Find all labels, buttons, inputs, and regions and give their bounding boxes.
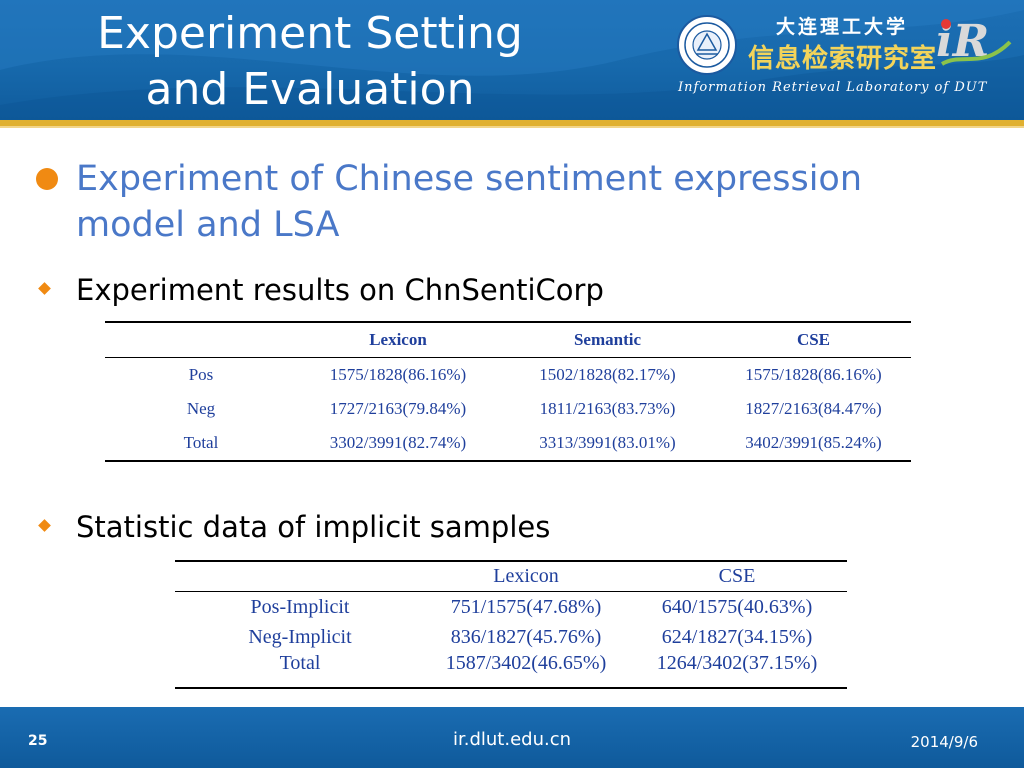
table-header-cell: Lexicon xyxy=(297,321,499,358)
table-cell: 1827/2163(84.47%) xyxy=(745,399,882,418)
header-divider xyxy=(0,120,1024,126)
university-seal-icon xyxy=(677,15,737,75)
table-cell: 1575/1828(86.16%) xyxy=(329,365,467,384)
table-cell: 836/1827(45.76%) xyxy=(450,625,602,648)
table-header-cell: Lexicon xyxy=(425,560,627,592)
table-header-cell: CSE xyxy=(716,321,911,358)
diamond-bullet-icon xyxy=(38,519,51,532)
table-cell: Neg-Implicit xyxy=(248,625,352,648)
table-cell: 1811/2163(83.73%) xyxy=(539,399,676,418)
table-cell: 1264/3402(37.15%) xyxy=(627,652,847,689)
table-cell: 624/1827(34.15%) xyxy=(661,625,813,648)
table-cell: 640/1575(40.63%) xyxy=(661,595,813,618)
slide-header: Experiment Setting and Evaluation 大连理工大学… xyxy=(0,0,1024,120)
table-cell: 3302/3991(82.74%) xyxy=(297,426,499,462)
table-row: Neg 1727/2163(79.84%) 1811/2163(83.73%) … xyxy=(105,392,911,426)
table-cell: 1727/2163(79.84%) xyxy=(329,399,467,418)
table-header-row: Lexicon Semantic CSE xyxy=(105,321,911,358)
sub-bullet-2-text: Statistic data of implicit samples xyxy=(76,510,551,544)
header-divider-light xyxy=(0,126,1024,128)
table-cell: 1502/1828(82.17%) xyxy=(539,365,676,384)
table-cell: 751/1575(47.68%) xyxy=(450,595,602,618)
table-header-cell: Semantic xyxy=(499,321,716,358)
table-cell: Neg xyxy=(186,399,216,418)
table-header-cell xyxy=(105,321,297,358)
orange-dot-bullet-icon xyxy=(36,168,58,190)
implicit-samples-table: Lexicon CSE Pos-Implicit 751/1575(47.68%… xyxy=(175,560,847,689)
table-cell: 3313/3991(83.01%) xyxy=(499,426,716,462)
page-number: 25 xyxy=(28,733,48,749)
slide-footer: 25 ir.dlut.edu.cn 2014/9/6 xyxy=(0,707,1024,768)
diamond-bullet-icon xyxy=(38,282,51,295)
table-cell: Pos-Implicit xyxy=(250,595,350,618)
table-row: Neg-Implicit 836/1827(45.76%) 624/1827(3… xyxy=(175,622,847,652)
chnsenticorp-results-table: Lexicon Semantic CSE Pos 1575/1828(86.16… xyxy=(105,321,911,462)
table-cell: Total xyxy=(105,426,297,462)
slide-date: 2014/9/6 xyxy=(910,733,978,751)
table-row: Pos 1575/1828(86.16%) 1502/1828(82.17%) … xyxy=(105,358,911,393)
table-row: Pos-Implicit 751/1575(47.68%) 640/1575(4… xyxy=(175,592,847,623)
table-row: Total 1587/3402(46.65%) 1264/3402(37.15%… xyxy=(175,652,847,689)
slide-title-line-2: and Evaluation xyxy=(145,64,475,115)
slide-title: Experiment Setting and Evaluation xyxy=(40,6,580,118)
table-cell: Pos xyxy=(188,365,214,384)
table-cell: Total xyxy=(175,652,425,689)
table-cell: 1587/3402(46.65%) xyxy=(425,652,627,689)
table-header-cell xyxy=(175,560,425,592)
table-cell: 1575/1828(86.16%) xyxy=(745,365,882,384)
table-cell: 3402/3991(85.24%) xyxy=(716,426,911,462)
table-row: Total 3302/3991(82.74%) 3313/3991(83.01%… xyxy=(105,426,911,462)
lab-name-english: Information Retrieval Laboratory of DUT xyxy=(678,80,988,95)
main-bullet-text: Experiment of Chinese sentiment expressi… xyxy=(76,159,863,245)
footer-site-link: ir.dlut.edu.cn xyxy=(452,729,572,750)
table-header-cell: CSE xyxy=(627,560,847,592)
header-wave-decoration xyxy=(0,0,1024,120)
lab-name-chinese: 信息检索研究室 xyxy=(748,44,938,74)
ir-logo-icon: iR xyxy=(936,16,1012,67)
sub-bullet-1-text: Experiment results on ChnSentiCorp xyxy=(76,273,604,307)
university-name: 大连理工大学 xyxy=(776,16,909,38)
table-header-row: Lexicon CSE xyxy=(175,560,847,592)
slide-title-line-1: Experiment Setting xyxy=(97,8,523,59)
